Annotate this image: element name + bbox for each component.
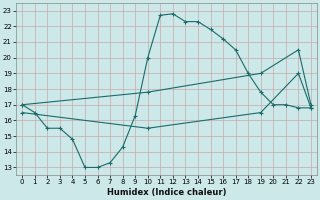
X-axis label: Humidex (Indice chaleur): Humidex (Indice chaleur) (107, 188, 226, 197)
